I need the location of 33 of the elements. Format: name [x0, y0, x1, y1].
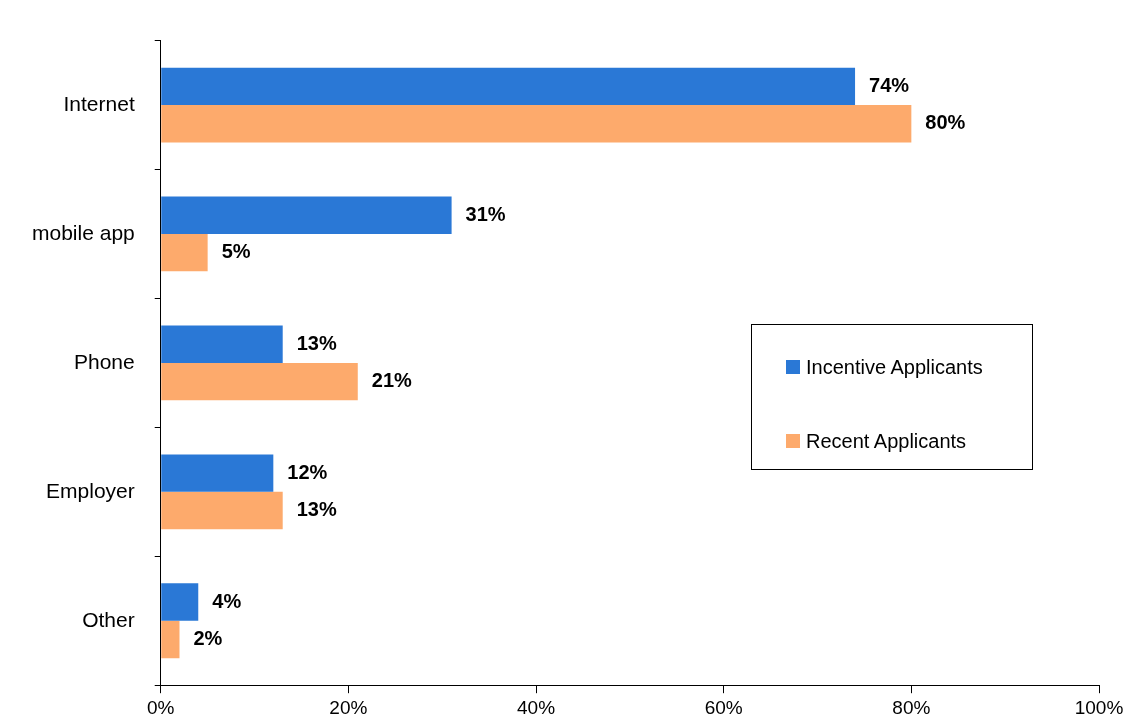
bar	[161, 454, 274, 492]
x-tick-label: 40%	[517, 696, 556, 718]
data-label: 5%	[221, 240, 251, 263]
data-label: 2%	[193, 626, 223, 649]
bar	[161, 325, 283, 363]
bar	[161, 362, 358, 401]
data-label: 12%	[287, 460, 328, 483]
y-tick-label: Other	[82, 607, 135, 631]
data-label: 4%	[212, 589, 242, 612]
x-tick-label: 80%	[892, 696, 931, 718]
bar	[161, 620, 180, 659]
data-label: 80%	[925, 111, 966, 134]
bar	[161, 491, 283, 530]
legend-label: Recent Applicants	[806, 429, 967, 453]
bar	[161, 105, 912, 143]
x-tick-label: 100%	[1074, 696, 1124, 718]
y-tick-label: Employer	[46, 478, 135, 502]
y-tick-label: mobile app	[32, 220, 135, 244]
y-tick-label: Internet	[63, 91, 135, 115]
x-tick-label: 0%	[147, 696, 175, 718]
bar	[161, 67, 856, 106]
x-tick-label: 60%	[704, 696, 743, 718]
x-tick-label: 20%	[329, 696, 368, 718]
bar	[161, 233, 208, 272]
bar	[161, 196, 452, 234]
y-tick-label: Phone	[74, 349, 135, 373]
data-label: 31%	[465, 202, 506, 225]
data-label: 13%	[296, 498, 337, 521]
data-label: 21%	[371, 369, 413, 392]
data-label: 74%	[869, 73, 910, 96]
legend-label: Incentive Applicants	[806, 355, 983, 379]
data-label: 13%	[296, 331, 337, 354]
bar	[161, 583, 199, 621]
